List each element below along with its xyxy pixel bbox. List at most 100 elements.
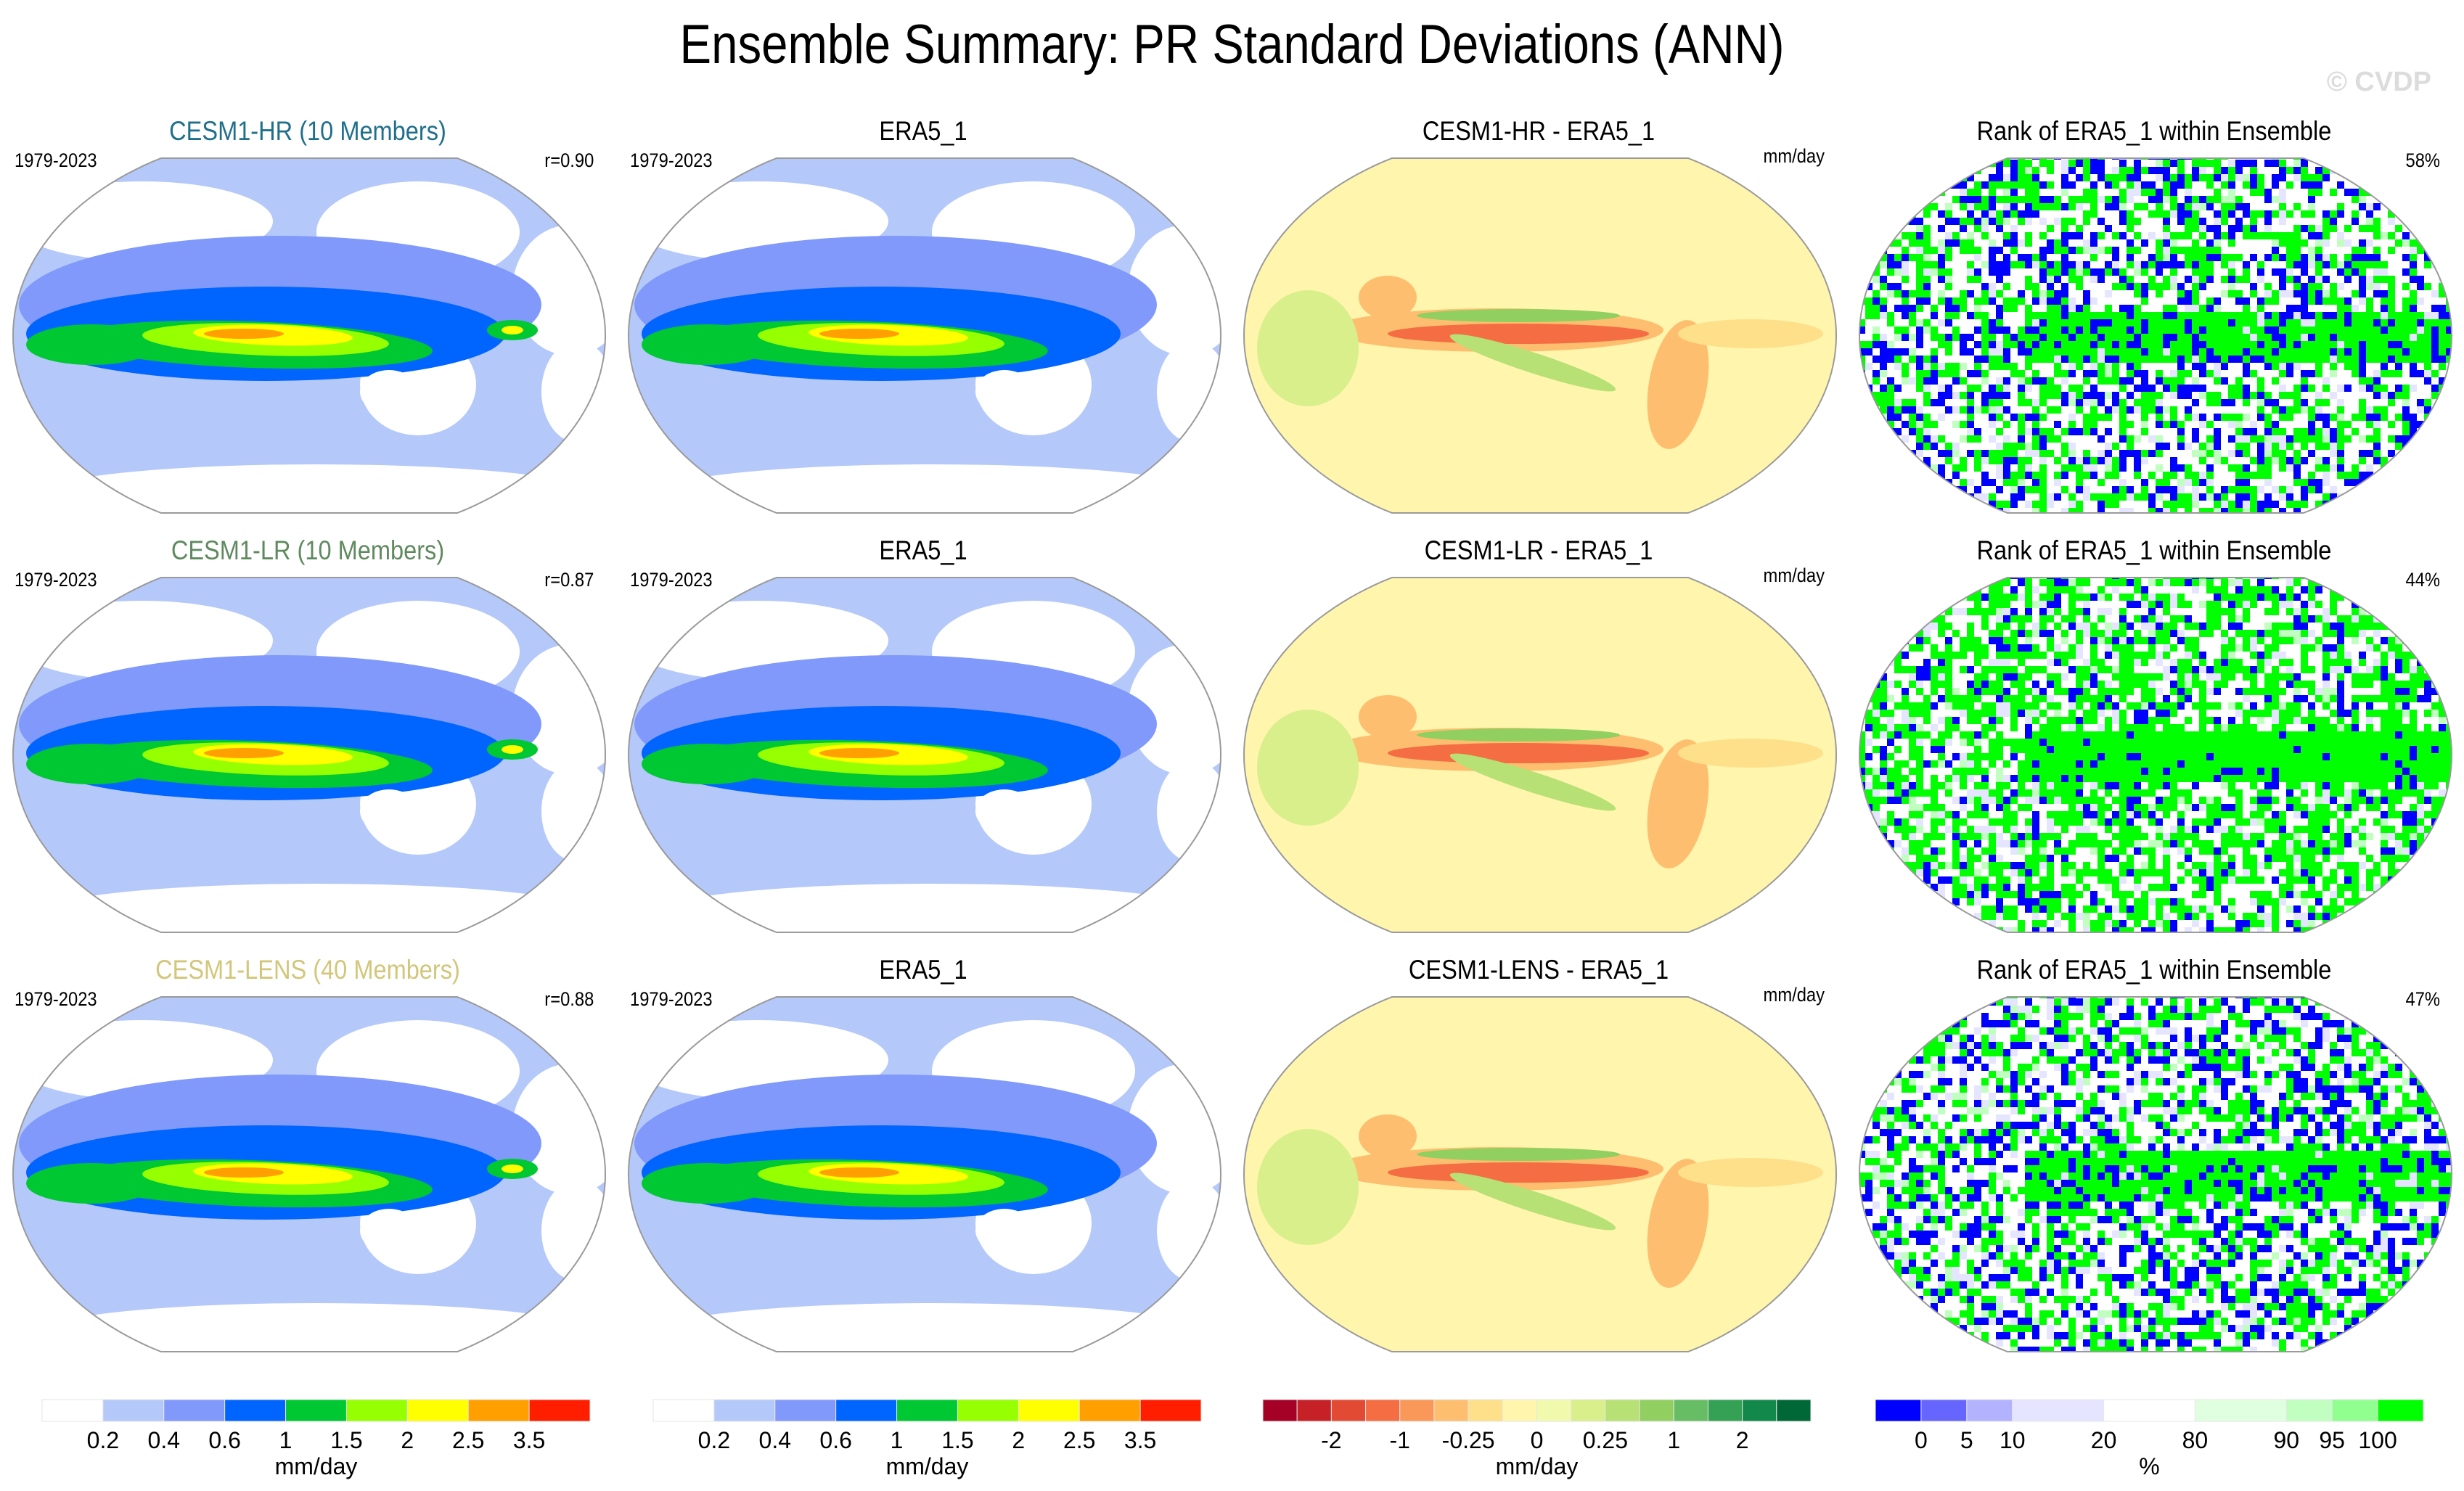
rank-cell	[2431, 797, 2439, 804]
rank-cell	[1974, 356, 1981, 363]
rank-cell	[2018, 775, 2025, 782]
rank-cell	[2214, 312, 2221, 319]
rank-cell	[1952, 818, 1960, 826]
rank-cell	[2090, 189, 2097, 196]
rank-cell	[2221, 181, 2228, 189]
rank-cell	[2243, 724, 2250, 731]
units-label: mm/day	[1763, 145, 1825, 167]
rank-cell	[2061, 652, 2068, 659]
rank-cell	[2177, 739, 2185, 746]
rank-cell	[2061, 659, 2068, 666]
rank-cell	[2235, 218, 2243, 225]
rank-cell	[2439, 760, 2446, 768]
rank-cell	[2417, 406, 2424, 414]
rank-cell	[2250, 421, 2257, 428]
rank-cell	[2119, 464, 2127, 472]
rank-cell	[2127, 392, 2134, 399]
rank-cell	[2061, 464, 2068, 472]
rank-cell	[2388, 637, 2395, 644]
rank-cell	[2141, 370, 2148, 377]
rank-cell	[2410, 608, 2417, 615]
rank-cell	[1916, 782, 1923, 789]
rank-cell	[1989, 297, 1996, 305]
rank-cell	[2076, 312, 2083, 319]
rank-cell	[1931, 356, 1938, 363]
rank-cell	[1894, 768, 1902, 775]
rank-cell	[1923, 666, 1931, 673]
rank-cell	[2097, 370, 2105, 377]
rank-cell	[2264, 702, 2272, 710]
rank-cell	[2047, 579, 2054, 586]
rank-cell	[2402, 457, 2410, 464]
rank-cell	[2214, 775, 2221, 782]
rank-cell	[2228, 254, 2235, 261]
rank-cell	[2105, 450, 2112, 457]
rank-cell	[2293, 348, 2301, 356]
rank-cell	[2373, 457, 2381, 464]
rank-cell	[2257, 334, 2264, 341]
rank-cell	[2446, 578, 2452, 579]
rank-cell	[2163, 385, 2170, 392]
rank-cell	[2090, 666, 2097, 673]
correlation-label: r=0.87	[544, 569, 594, 591]
rank-cell	[1960, 464, 1967, 472]
rank-cell	[1872, 782, 1880, 789]
rank-cell	[2446, 818, 2452, 826]
rank-cell	[1952, 702, 1960, 710]
rank-cell	[2359, 775, 2366, 782]
rank-cell	[1865, 753, 1872, 760]
rank-cell	[1931, 652, 1938, 659]
rank-cell	[2359, 319, 2366, 326]
rank-cell	[1865, 225, 1872, 232]
rank-cell	[2112, 586, 2119, 593]
rank-cell	[2352, 739, 2359, 746]
rank-cell	[1859, 457, 1865, 464]
rank-cell	[1989, 688, 1996, 695]
rank-cell	[2272, 399, 2279, 406]
rank-cell	[2337, 739, 2344, 746]
rank-cell	[2185, 472, 2192, 479]
rank-cell	[2359, 457, 2366, 464]
rank-cell	[2424, 724, 2431, 731]
rank-cell	[1974, 688, 1981, 695]
rank-cell	[2003, 739, 2010, 746]
rank-cell	[2308, 406, 2315, 414]
rank-cell	[1974, 695, 1981, 702]
rank-cell	[2417, 818, 2424, 826]
rank-cell	[1872, 586, 1880, 593]
rank-cell	[2301, 385, 2308, 392]
rank-cell	[2381, 637, 2388, 644]
rank-cell	[2076, 673, 2083, 681]
rank-cell	[2388, 710, 2395, 717]
rank-cell	[2054, 305, 2061, 312]
rank-cell	[1931, 203, 1938, 210]
rank-cell	[2003, 435, 2010, 443]
rank-cell	[2352, 479, 2359, 486]
rank-cell	[2047, 196, 2054, 203]
rank-cell	[2083, 167, 2090, 174]
rank-cell	[2003, 666, 2010, 673]
rank-cell	[2185, 688, 2192, 695]
rank-cell	[2388, 724, 2395, 731]
rank-cell	[2148, 312, 2156, 319]
rank-cell	[2206, 392, 2214, 399]
rank-cell	[2199, 203, 2206, 210]
rank-cell	[1938, 247, 1945, 254]
rank-cell	[1859, 811, 1865, 818]
rank-cell	[1960, 158, 1967, 160]
rank-cell	[2257, 385, 2264, 392]
rank-cell	[2286, 167, 2293, 174]
rank-cell	[2381, 457, 2388, 464]
rank-cell	[2315, 326, 2322, 334]
rank-cell	[2119, 768, 2127, 775]
rank-cell	[1996, 688, 2003, 695]
rank-cell	[2214, 428, 2221, 435]
rank-cell	[2366, 254, 2373, 261]
rank-cell	[2264, 348, 2272, 356]
rank-cell	[1872, 804, 1880, 811]
rank-cell	[2032, 370, 2039, 377]
rank-cell	[2003, 579, 2010, 586]
rank-cell	[2381, 158, 2388, 160]
rank-cell	[2061, 377, 2068, 385]
rank-cell	[2148, 804, 2156, 811]
